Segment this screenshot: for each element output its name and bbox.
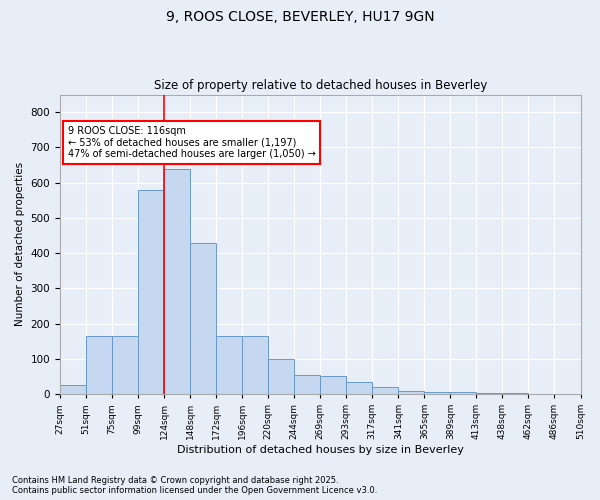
Bar [294,374,320,394]
Bar [320,376,346,394]
Bar [86,336,112,394]
Bar [476,393,502,394]
Y-axis label: Number of detached properties: Number of detached properties [15,162,25,326]
Bar [138,190,164,394]
Bar [398,390,424,394]
Text: Contains HM Land Registry data © Crown copyright and database right 2025.
Contai: Contains HM Land Registry data © Crown c… [12,476,377,495]
Bar [112,336,138,394]
Bar [164,168,190,394]
Bar [190,242,216,394]
Bar [242,336,268,394]
Bar [60,385,86,394]
Bar [216,336,242,394]
Bar [268,359,294,394]
Bar [372,387,398,394]
Bar [424,392,451,394]
Bar [346,382,372,394]
Bar [451,392,476,394]
Text: 9 ROOS CLOSE: 116sqm
← 53% of detached houses are smaller (1,197)
47% of semi-de: 9 ROOS CLOSE: 116sqm ← 53% of detached h… [68,126,316,160]
Text: 9, ROOS CLOSE, BEVERLEY, HU17 9GN: 9, ROOS CLOSE, BEVERLEY, HU17 9GN [166,10,434,24]
X-axis label: Distribution of detached houses by size in Beverley: Distribution of detached houses by size … [177,445,464,455]
Title: Size of property relative to detached houses in Beverley: Size of property relative to detached ho… [154,79,487,92]
